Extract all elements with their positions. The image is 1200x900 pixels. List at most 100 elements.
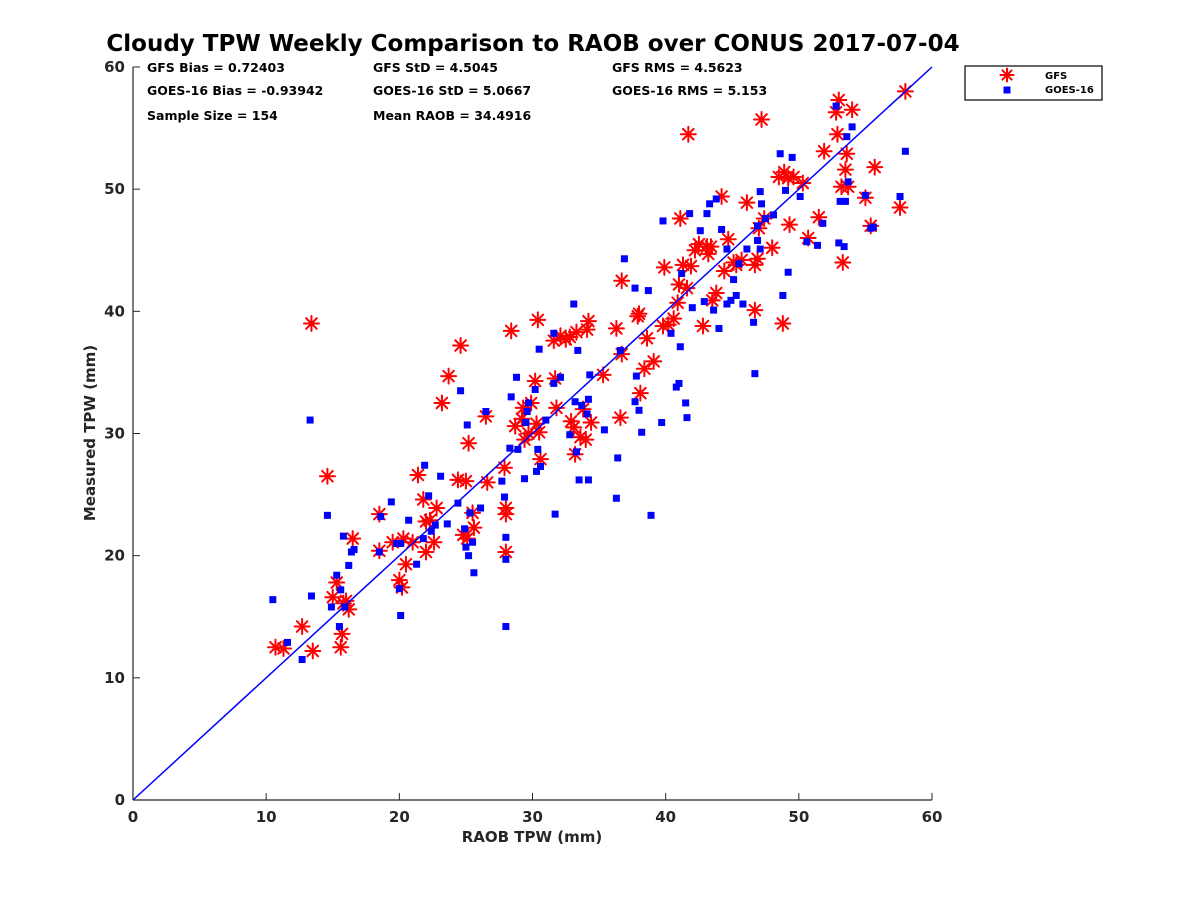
goes16-point — [667, 329, 675, 337]
goes-std-stat: GOES-16 StD = 5.0667 — [373, 83, 532, 98]
gfs-point — [557, 330, 575, 348]
y-tick-label: 30 — [104, 425, 125, 443]
gfs-point — [409, 466, 427, 484]
goes16-point — [470, 569, 478, 577]
goes16-point — [507, 393, 515, 401]
gfs-point — [645, 352, 663, 370]
goes16-point — [784, 268, 792, 276]
gfs-point — [440, 367, 458, 385]
goes16-point — [466, 509, 474, 517]
gfs-point — [836, 161, 854, 179]
gfs-point — [332, 638, 350, 656]
goes16-point — [616, 346, 624, 354]
goes16-point — [620, 255, 628, 263]
goes16-point — [443, 520, 451, 528]
gfs-point — [302, 315, 320, 333]
goes16-point — [631, 398, 639, 406]
gfs-point — [565, 418, 583, 436]
goes16-point — [502, 533, 510, 541]
goes16-point — [454, 499, 462, 507]
goes16-point — [754, 222, 762, 230]
goes16-point — [735, 260, 743, 268]
gfs-point — [318, 467, 336, 485]
goes16-point — [425, 492, 433, 500]
gfs-point — [502, 322, 520, 340]
goes16-point — [571, 398, 579, 406]
goes16-point — [536, 462, 544, 470]
gfs-point — [547, 399, 565, 417]
gfs-point — [497, 543, 515, 561]
goes16-point — [706, 200, 714, 208]
gfs-point — [774, 315, 792, 333]
goes16-point — [586, 371, 594, 379]
goes16-point — [377, 513, 385, 521]
goes16-point — [514, 445, 522, 453]
goes16-point — [502, 555, 510, 563]
goes16-point — [574, 346, 582, 354]
gfs-point — [397, 555, 415, 573]
goes16-point — [395, 585, 403, 593]
goes16-point — [397, 612, 405, 620]
goes16-point — [743, 245, 751, 253]
goes16-point — [712, 195, 720, 203]
gfs-point — [529, 311, 547, 329]
gfs-point — [304, 642, 322, 660]
goes16-point — [836, 197, 844, 205]
gfs-point — [344, 530, 362, 548]
goes16-point — [682, 399, 690, 407]
gfs-point — [497, 505, 515, 523]
goes16-point — [703, 210, 711, 218]
goes16-point — [502, 623, 510, 631]
goes16-point — [688, 304, 696, 312]
goes16-point — [531, 386, 539, 394]
goes16-point — [437, 472, 445, 480]
gfs-point — [866, 158, 884, 176]
y-tick-label: 10 — [104, 669, 125, 687]
goes16-point — [600, 426, 608, 434]
legend-gfs-asterisk — [999, 67, 1015, 83]
goes16-point — [583, 410, 591, 418]
gfs-point — [815, 142, 833, 160]
goes16-point — [578, 401, 586, 409]
goes16-point — [658, 419, 666, 427]
gfs-point — [457, 472, 475, 490]
gfs-point — [465, 519, 483, 537]
gfs-point — [702, 238, 720, 256]
goes16-point — [762, 214, 770, 222]
gfs-point — [460, 434, 478, 452]
goes16-point — [861, 191, 869, 199]
gfs-point — [753, 111, 771, 129]
goes16-point — [457, 387, 465, 395]
goes16-point — [421, 461, 429, 469]
goes16-point — [513, 373, 521, 381]
goes16-point — [723, 300, 731, 308]
legend-goes-square — [1003, 86, 1011, 94]
goes16-point — [675, 379, 683, 387]
gfs-point — [843, 101, 861, 119]
goes16-point — [298, 656, 306, 664]
goes16-point — [341, 603, 349, 611]
gfs-point — [781, 216, 799, 234]
gfs-point — [665, 310, 683, 328]
legend: GFS GOES-16 — [964, 65, 1103, 101]
goes16-point — [710, 306, 718, 314]
goes16-point — [306, 416, 314, 424]
gfs-point — [638, 329, 656, 347]
goes16-point — [350, 546, 358, 554]
goes16-point — [727, 296, 735, 304]
gfs-point — [577, 431, 595, 449]
legend-goes-label: GOES-16 — [1045, 85, 1094, 96]
goes16-point — [393, 539, 401, 547]
goes16-point — [521, 475, 529, 483]
goes16-point — [614, 454, 622, 462]
gfs-point — [746, 256, 764, 274]
goes16-point — [570, 300, 578, 308]
gfs-point — [785, 168, 803, 186]
gfs-point — [838, 145, 856, 163]
gfs-point — [679, 125, 697, 143]
gfs-std-stat: GFS StD = 4.5045 — [373, 60, 498, 75]
gfs-point — [567, 323, 585, 341]
goes16-point — [532, 467, 540, 475]
gfs-point — [707, 284, 725, 302]
goes16-point — [835, 239, 843, 247]
